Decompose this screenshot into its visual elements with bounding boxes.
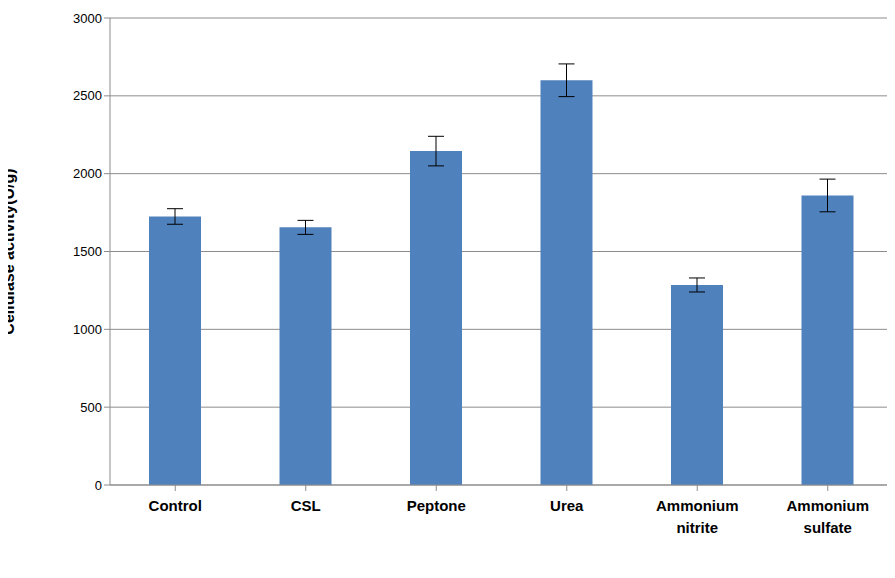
svg-text:1000: 1000 (73, 322, 102, 337)
svg-text:500: 500 (80, 400, 102, 415)
svg-text:Control: Control (149, 497, 202, 514)
svg-text:CSL: CSL (291, 497, 321, 514)
svg-text:2500: 2500 (73, 88, 102, 103)
svg-text:Ammoniumsulfate: Ammoniumsulfate (787, 497, 870, 536)
svg-text:1500: 1500 (73, 244, 102, 259)
svg-text:Cellulase activity(U/g): Cellulase activity(U/g) (8, 168, 17, 334)
svg-text:Urea: Urea (550, 497, 584, 514)
svg-text:Ammoniumnitrite: Ammoniumnitrite (656, 497, 739, 536)
svg-text:0: 0 (95, 478, 102, 493)
svg-text:Peptone: Peptone (407, 497, 466, 514)
svg-text:3000: 3000 (73, 11, 102, 26)
svg-text:2000: 2000 (73, 166, 102, 181)
